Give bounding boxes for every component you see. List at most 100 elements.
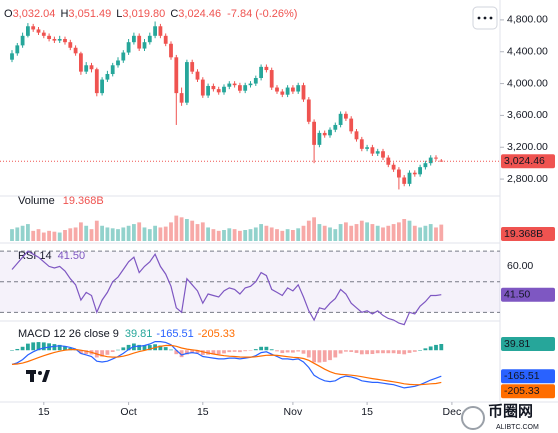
c-label: C <box>170 8 178 20</box>
macd-histogram-bar <box>418 350 422 351</box>
candle-body <box>365 147 369 149</box>
volume-bar <box>169 222 173 241</box>
macd-histogram-bar <box>84 350 89 354</box>
macd-histogram-bar <box>200 350 205 355</box>
volume-bar <box>57 232 62 241</box>
volume-bar <box>317 224 322 241</box>
y-tick-label: 3,600.00 <box>507 109 548 121</box>
candle-body <box>100 79 104 94</box>
candle-body <box>285 87 290 95</box>
volume-bar <box>94 220 99 241</box>
macd-histogram-bar <box>105 350 110 355</box>
macd-histogram-bar <box>301 350 306 354</box>
candle-body <box>89 65 94 70</box>
candle-body <box>179 93 184 103</box>
macd-histogram-bar <box>137 344 142 351</box>
candle-body <box>291 87 295 92</box>
candle-body <box>349 118 354 132</box>
volume-bar <box>190 220 195 241</box>
macd-price-label: -165.51 <box>504 370 540 382</box>
y-tick-label: 2,800.00 <box>507 173 548 185</box>
macd-histogram-bar <box>41 342 46 351</box>
macd-histogram-bar <box>359 350 364 355</box>
volume-bar <box>73 227 78 241</box>
volume-bar <box>354 224 359 241</box>
volume-bar <box>412 225 417 241</box>
y-tick-label: 3,200.00 <box>507 141 548 153</box>
volume-price-label-box <box>501 227 555 241</box>
volume-bar <box>137 222 142 241</box>
volume-bar <box>110 228 115 241</box>
macd-histogram-bar <box>158 345 163 351</box>
macd-histogram-bar <box>328 350 332 361</box>
candle-body <box>110 65 115 75</box>
volume-bar <box>328 227 332 241</box>
volume-bar <box>338 224 343 241</box>
candle-body <box>15 45 20 54</box>
macd-histogram-bar <box>216 350 221 355</box>
volume-bar <box>68 228 73 241</box>
macd-histogram-bar <box>26 343 30 351</box>
volume-bar <box>333 229 338 241</box>
macd-histogram-bar <box>147 345 152 351</box>
candle-body <box>142 42 147 49</box>
macd-value: -165.51 <box>156 328 193 340</box>
hist-price-label: 39.81 <box>504 338 530 350</box>
macd-histogram-bar <box>354 350 359 353</box>
volume-bar <box>158 227 163 241</box>
volume-bar <box>126 225 131 241</box>
rsi-line <box>11 250 442 326</box>
last-price-label-box <box>501 154 555 169</box>
volume-bar <box>407 220 412 241</box>
volume-bar <box>79 222 83 241</box>
macd-histogram-bar <box>264 346 269 351</box>
macd-histogram-bar <box>312 350 316 363</box>
volume-bar <box>121 227 126 241</box>
volume-bar <box>344 222 348 241</box>
volume-bar <box>222 230 226 241</box>
volume-bar <box>359 220 364 241</box>
volume-bar <box>105 227 110 241</box>
macd-histogram-bar <box>349 350 354 352</box>
y-tick-label: 4,400.00 <box>507 46 548 58</box>
volume-bar <box>386 225 391 241</box>
volume-bar <box>36 229 41 241</box>
candle-body <box>79 53 83 72</box>
volume-bar <box>391 224 396 241</box>
macd-histogram-bar <box>338 350 343 354</box>
volume-bar <box>185 219 189 241</box>
l-value: 3,019.80 <box>122 8 165 20</box>
candle-body <box>200 79 205 96</box>
candle-body <box>386 157 391 165</box>
y-tick-label: 4,000.00 <box>507 77 548 89</box>
candle-body <box>153 26 157 36</box>
candle-body <box>84 65 89 72</box>
signal-line <box>11 344 442 386</box>
y-tick-label: 4,800.00 <box>507 14 548 26</box>
candle-body <box>354 131 359 140</box>
volume-bar <box>370 224 375 241</box>
candle-body <box>10 53 14 60</box>
volume-name: Volume <box>18 195 55 207</box>
macd-histogram-bar <box>179 350 184 358</box>
candle-body <box>423 163 428 168</box>
macd-histogram-bar <box>142 345 147 351</box>
macd-histogram-bar <box>36 342 41 351</box>
volume-bar <box>296 228 301 241</box>
candle-body <box>206 85 210 96</box>
candle-body <box>147 35 152 43</box>
macd-price-label-box <box>501 369 555 384</box>
candle-body <box>407 172 412 184</box>
menu-button[interactable] <box>472 6 498 30</box>
candle-body <box>20 35 25 46</box>
candle-body <box>26 26 30 36</box>
macd-histogram-bar <box>317 350 322 363</box>
volume-bar <box>375 225 380 241</box>
macd-histogram-bar <box>407 350 412 353</box>
macd-histogram-bar <box>190 350 195 354</box>
candle-body <box>259 66 263 78</box>
volume-bar <box>89 229 94 241</box>
volume-bar <box>397 222 401 241</box>
volume-bar <box>264 225 269 241</box>
